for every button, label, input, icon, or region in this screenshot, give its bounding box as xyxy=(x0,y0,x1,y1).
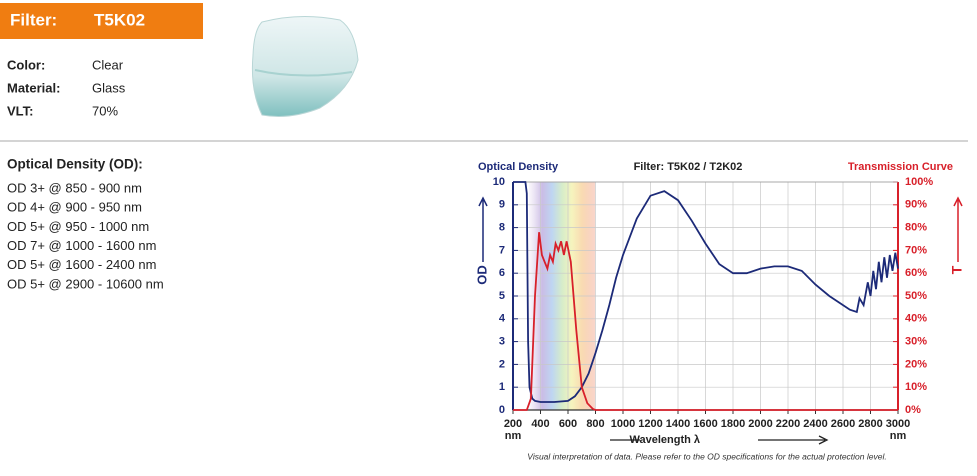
y2-tick-label: 90% xyxy=(905,199,927,211)
od-title: Optical Density (OD): xyxy=(7,157,143,172)
y-tick-label: 8 xyxy=(499,222,505,234)
y2-tick-label: 20% xyxy=(905,358,927,370)
od-line: OD 5+ @ 2900 - 10600 nm xyxy=(7,276,164,291)
y-tick-label: 5 xyxy=(499,290,505,302)
x-tick-label: 600 xyxy=(559,418,577,430)
x-arrow xyxy=(758,435,829,445)
y-tick-label: 0 xyxy=(499,404,505,416)
x-tick-label: 1000 xyxy=(611,418,635,430)
x-tick-label: 1400 xyxy=(666,418,690,430)
y2-tick-label: 100% xyxy=(905,176,933,188)
footnote: Visual interpretation of data. Please re… xyxy=(527,451,886,461)
x-tick-label: 400 xyxy=(531,418,549,430)
spec-value: 70% xyxy=(92,103,118,118)
y-tick-label: 6 xyxy=(499,267,505,279)
x-tick-label: 1200 xyxy=(638,418,662,430)
y2-tick-label: 60% xyxy=(905,267,927,279)
y-arrow xyxy=(478,196,488,262)
y-tick-label: 2 xyxy=(499,358,505,370)
y2-tick-label: 80% xyxy=(905,222,927,234)
y2-tick-label: 0% xyxy=(905,404,921,416)
x-tick-label: 2800 xyxy=(858,418,882,430)
filter-code: T5K02 xyxy=(94,10,145,29)
x-axis-label: Wavelength λ xyxy=(630,434,701,446)
title-banner xyxy=(0,3,203,39)
spec-value: Glass xyxy=(92,80,126,95)
y-tick-label: 7 xyxy=(499,244,505,256)
y-tick-label: 1 xyxy=(499,381,505,393)
x-tick-label: 3000 xyxy=(886,418,910,430)
x-tick-label: 1800 xyxy=(721,418,745,430)
glass-image xyxy=(251,15,359,117)
spec-label: Material: xyxy=(7,80,60,95)
y2-tick-label: 10% xyxy=(905,381,927,393)
x-tick-label: 2600 xyxy=(831,418,855,430)
y2-arrow xyxy=(953,196,963,262)
x-tick-label: 2000 xyxy=(748,418,772,430)
y2-tick-label: 40% xyxy=(905,313,927,325)
y-tick-label: 10 xyxy=(493,176,505,188)
chart-title: Filter: T5K02 / T2K02 xyxy=(634,161,743,173)
od-line: OD 7+ @ 1000 - 1600 nm xyxy=(7,238,156,253)
y-tick-label: 3 xyxy=(499,336,505,348)
spec-label: VLT: xyxy=(7,103,33,118)
x-tick-label: 1600 xyxy=(693,418,717,430)
filter-label: Filter: xyxy=(10,10,57,29)
od-line: OD 5+ @ 1600 - 2400 nm xyxy=(7,257,156,272)
series-line xyxy=(513,232,898,411)
x-tick-label: 800 xyxy=(586,418,604,430)
y2-tick-label: 50% xyxy=(905,290,927,302)
series-line xyxy=(513,181,899,403)
x-unit: nm xyxy=(505,430,522,442)
y2-axis-label: T xyxy=(949,265,965,274)
od-line: OD 5+ @ 950 - 1000 nm xyxy=(7,219,149,234)
spec-label: Color: xyxy=(7,57,45,72)
x-unit: nm xyxy=(890,430,907,442)
y2-tick-label: 30% xyxy=(905,336,927,348)
od-line: OD 3+ @ 850 - 900 nm xyxy=(7,180,142,195)
spec-value: Clear xyxy=(92,57,124,72)
y-axis-label: OD xyxy=(474,265,489,285)
x-tick-label: 2400 xyxy=(803,418,827,430)
od-line: OD 4+ @ 900 - 950 nm xyxy=(7,200,142,215)
y-title: Optical Density xyxy=(478,161,559,173)
y-tick-label: 9 xyxy=(499,199,505,211)
y2-title: Transmission Curve xyxy=(848,161,953,173)
y-tick-label: 4 xyxy=(499,313,506,325)
x-tick-label: 2200 xyxy=(776,418,800,430)
y2-tick-label: 70% xyxy=(905,244,927,256)
x-tick-label: 200 xyxy=(504,418,522,430)
